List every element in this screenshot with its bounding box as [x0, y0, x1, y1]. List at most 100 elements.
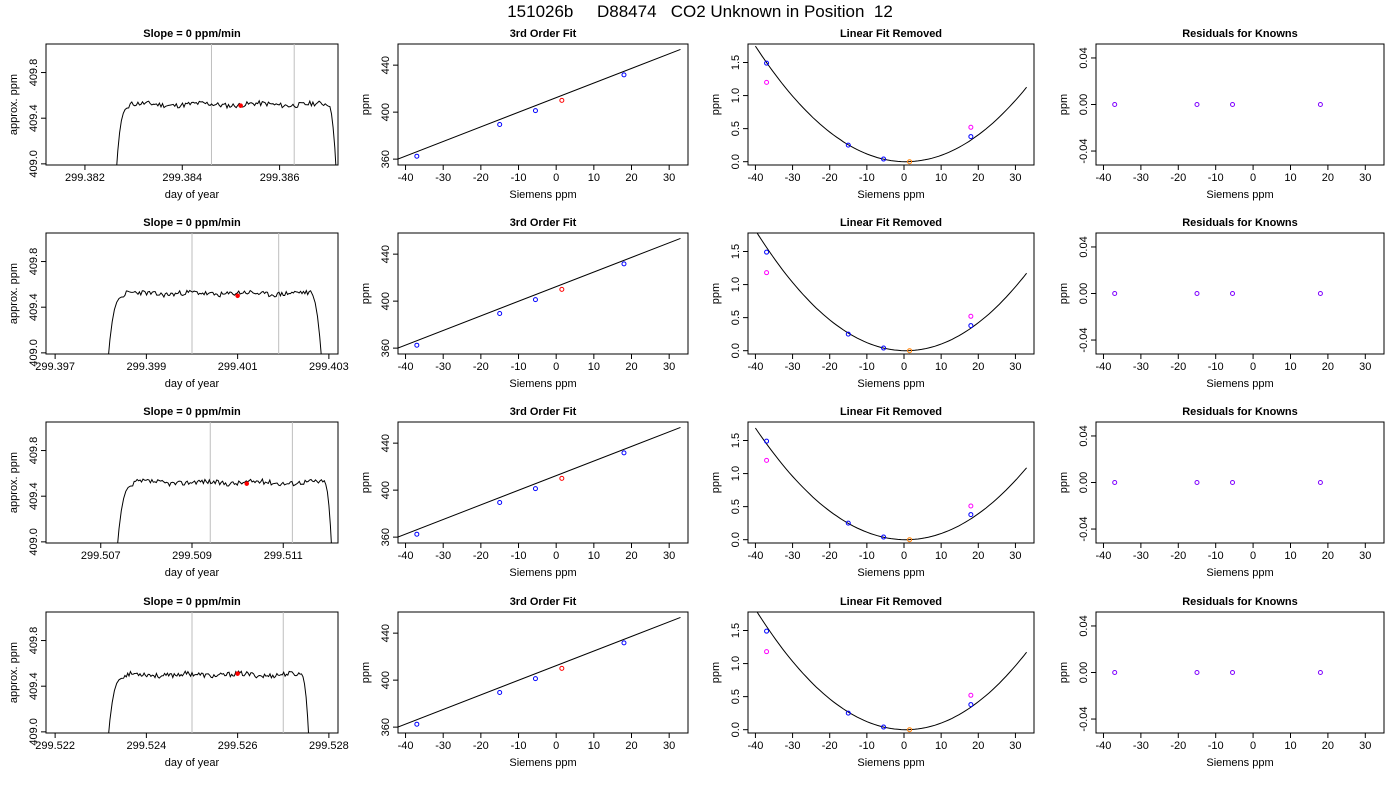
x-tick-label: 30 — [663, 361, 675, 373]
x-tick-label: -30 — [1133, 740, 1149, 752]
y-axis-label: ppm — [710, 94, 722, 115]
x-tick-label: -20 — [1170, 740, 1186, 752]
x-tick-label: 0 — [901, 361, 907, 373]
x-tick-label: 20 — [625, 740, 637, 752]
x-tick-label: -40 — [398, 740, 414, 752]
concentration-trace — [108, 670, 310, 733]
y-tick-label: 1.0 — [730, 88, 742, 103]
x-tick-label: -40 — [1096, 172, 1112, 184]
plot-area — [754, 427, 1027, 543]
y-tick-label: 0.00 — [1078, 472, 1090, 493]
plot-frame — [747, 421, 1035, 544]
x-tick-label: 30 — [1009, 740, 1021, 752]
x-tick-label: 10 — [588, 550, 600, 562]
x-tick-label: 30 — [1359, 740, 1371, 752]
y-tick-label: 0.00 — [1078, 283, 1090, 304]
plot-frame — [397, 232, 689, 355]
panel-r2-c2: 3rd Order Fit -40 -30 -20 -10 0 10 20 30 360 400 44… — [360, 217, 689, 390]
x-tick-label: 0 — [553, 550, 559, 562]
y-tick-label: 440 — [380, 624, 392, 642]
x-tick-label: 0 — [553, 740, 559, 752]
x-tick-label: -40 — [398, 172, 414, 184]
panel-r4-c1: Slope = 0 ppm/min 299.522 299.524 299.526 29… — [8, 596, 349, 769]
y-axis-label: ppm — [710, 662, 722, 683]
x-tick-label: 20 — [972, 172, 984, 184]
known-point — [764, 60, 770, 66]
unknown-mean-point — [244, 481, 250, 486]
plot-frame — [1095, 232, 1385, 355]
linear-residual-point — [764, 270, 770, 276]
x-tick-label: 299.526 — [218, 740, 258, 752]
y-tick-label: 400 — [380, 103, 392, 121]
plot-area — [756, 233, 1027, 354]
known-point — [764, 249, 770, 255]
residual-point — [1317, 102, 1323, 107]
y-tick-label: 409.4 — [28, 482, 40, 510]
y-tick-label: 409.8 — [28, 59, 40, 87]
y-tick-label: 400 — [380, 481, 392, 499]
known-point — [968, 702, 974, 708]
unknown-point — [907, 348, 913, 354]
x-tick-label: 20 — [625, 172, 637, 184]
plot-area — [108, 612, 310, 733]
panel-r3-c2: 3rd Order Fit -40 -30 -20 -10 0 10 20 30 360 400 44… — [360, 406, 689, 579]
x-tick-label: 299.528 — [309, 740, 349, 752]
x-tick-label: 20 — [625, 361, 637, 373]
x-tick-label: -40 — [398, 550, 414, 562]
residual-point — [1194, 291, 1200, 296]
y-tick-label: 0.5 — [730, 310, 742, 325]
x-tick-label: -10 — [1208, 550, 1224, 562]
x-tick-label: 299.507 — [81, 550, 121, 562]
x-tick-label: 0 — [901, 172, 907, 184]
panel-title: 3rd Order Fit — [510, 217, 577, 229]
y-tick-label: -0.04 — [1078, 706, 1090, 731]
x-tick-label: -20 — [473, 172, 489, 184]
x-tick-label: -30 — [785, 361, 801, 373]
known-point — [968, 512, 974, 518]
x-tick-label: 30 — [1359, 550, 1371, 562]
x-axis-label: Siemens ppm — [509, 567, 576, 579]
x-tick-label: -10 — [1208, 740, 1224, 752]
x-tick-label: 0 — [901, 740, 907, 752]
x-tick-label: -30 — [785, 172, 801, 184]
plot-area — [398, 237, 681, 349]
x-tick-label: -10 — [511, 361, 527, 373]
x-tick-label: 20 — [972, 550, 984, 562]
y-axis-label: ppm — [1058, 472, 1070, 493]
x-tick-label: 10 — [935, 172, 947, 184]
plot-frame — [397, 421, 689, 544]
y-axis-label: approx. ppm — [8, 642, 20, 703]
x-tick-label: 299.403 — [309, 361, 349, 373]
y-axis-label: ppm — [1058, 283, 1070, 304]
residual-point — [1317, 480, 1323, 485]
x-tick-label: 0 — [1250, 550, 1256, 562]
plot-area — [754, 45, 1027, 165]
x-tick-label: 299.509 — [172, 550, 212, 562]
residual-point — [1230, 480, 1236, 485]
x-tick-label: -30 — [1133, 172, 1149, 184]
x-tick-label: -40 — [747, 361, 763, 373]
x-tick-label: -10 — [859, 172, 875, 184]
known-point — [845, 331, 851, 337]
x-tick-label: -20 — [1170, 361, 1186, 373]
fit-line — [398, 48, 681, 160]
y-tick-label: 409.0 — [28, 718, 40, 746]
x-tick-label: -10 — [1208, 172, 1224, 184]
quadratic-curve — [756, 612, 1027, 731]
y-axis-label: ppm — [710, 283, 722, 304]
linear-residual-point — [968, 503, 974, 509]
y-tick-label: 0.5 — [730, 121, 742, 136]
panel-r2-c4: Residuals for Knowns -40 -30 -20 -10 0 10 20 30 -… — [1058, 217, 1385, 390]
known-point — [532, 676, 538, 682]
x-axis-label: Siemens ppm — [1206, 189, 1273, 201]
x-axis-label: Siemens ppm — [509, 757, 576, 769]
y-tick-label: 0.04 — [1078, 236, 1090, 257]
y-tick-label: 409.8 — [28, 248, 40, 276]
x-axis-label: Siemens ppm — [857, 567, 924, 579]
x-tick-label: 299.524 — [126, 740, 166, 752]
panel-title: Residuals for Knowns — [1182, 406, 1298, 418]
x-tick-label: 20 — [972, 361, 984, 373]
y-tick-label: -0.04 — [1078, 327, 1090, 352]
x-tick-label: 299.386 — [260, 172, 300, 184]
y-tick-label: 0.0 — [730, 343, 742, 358]
